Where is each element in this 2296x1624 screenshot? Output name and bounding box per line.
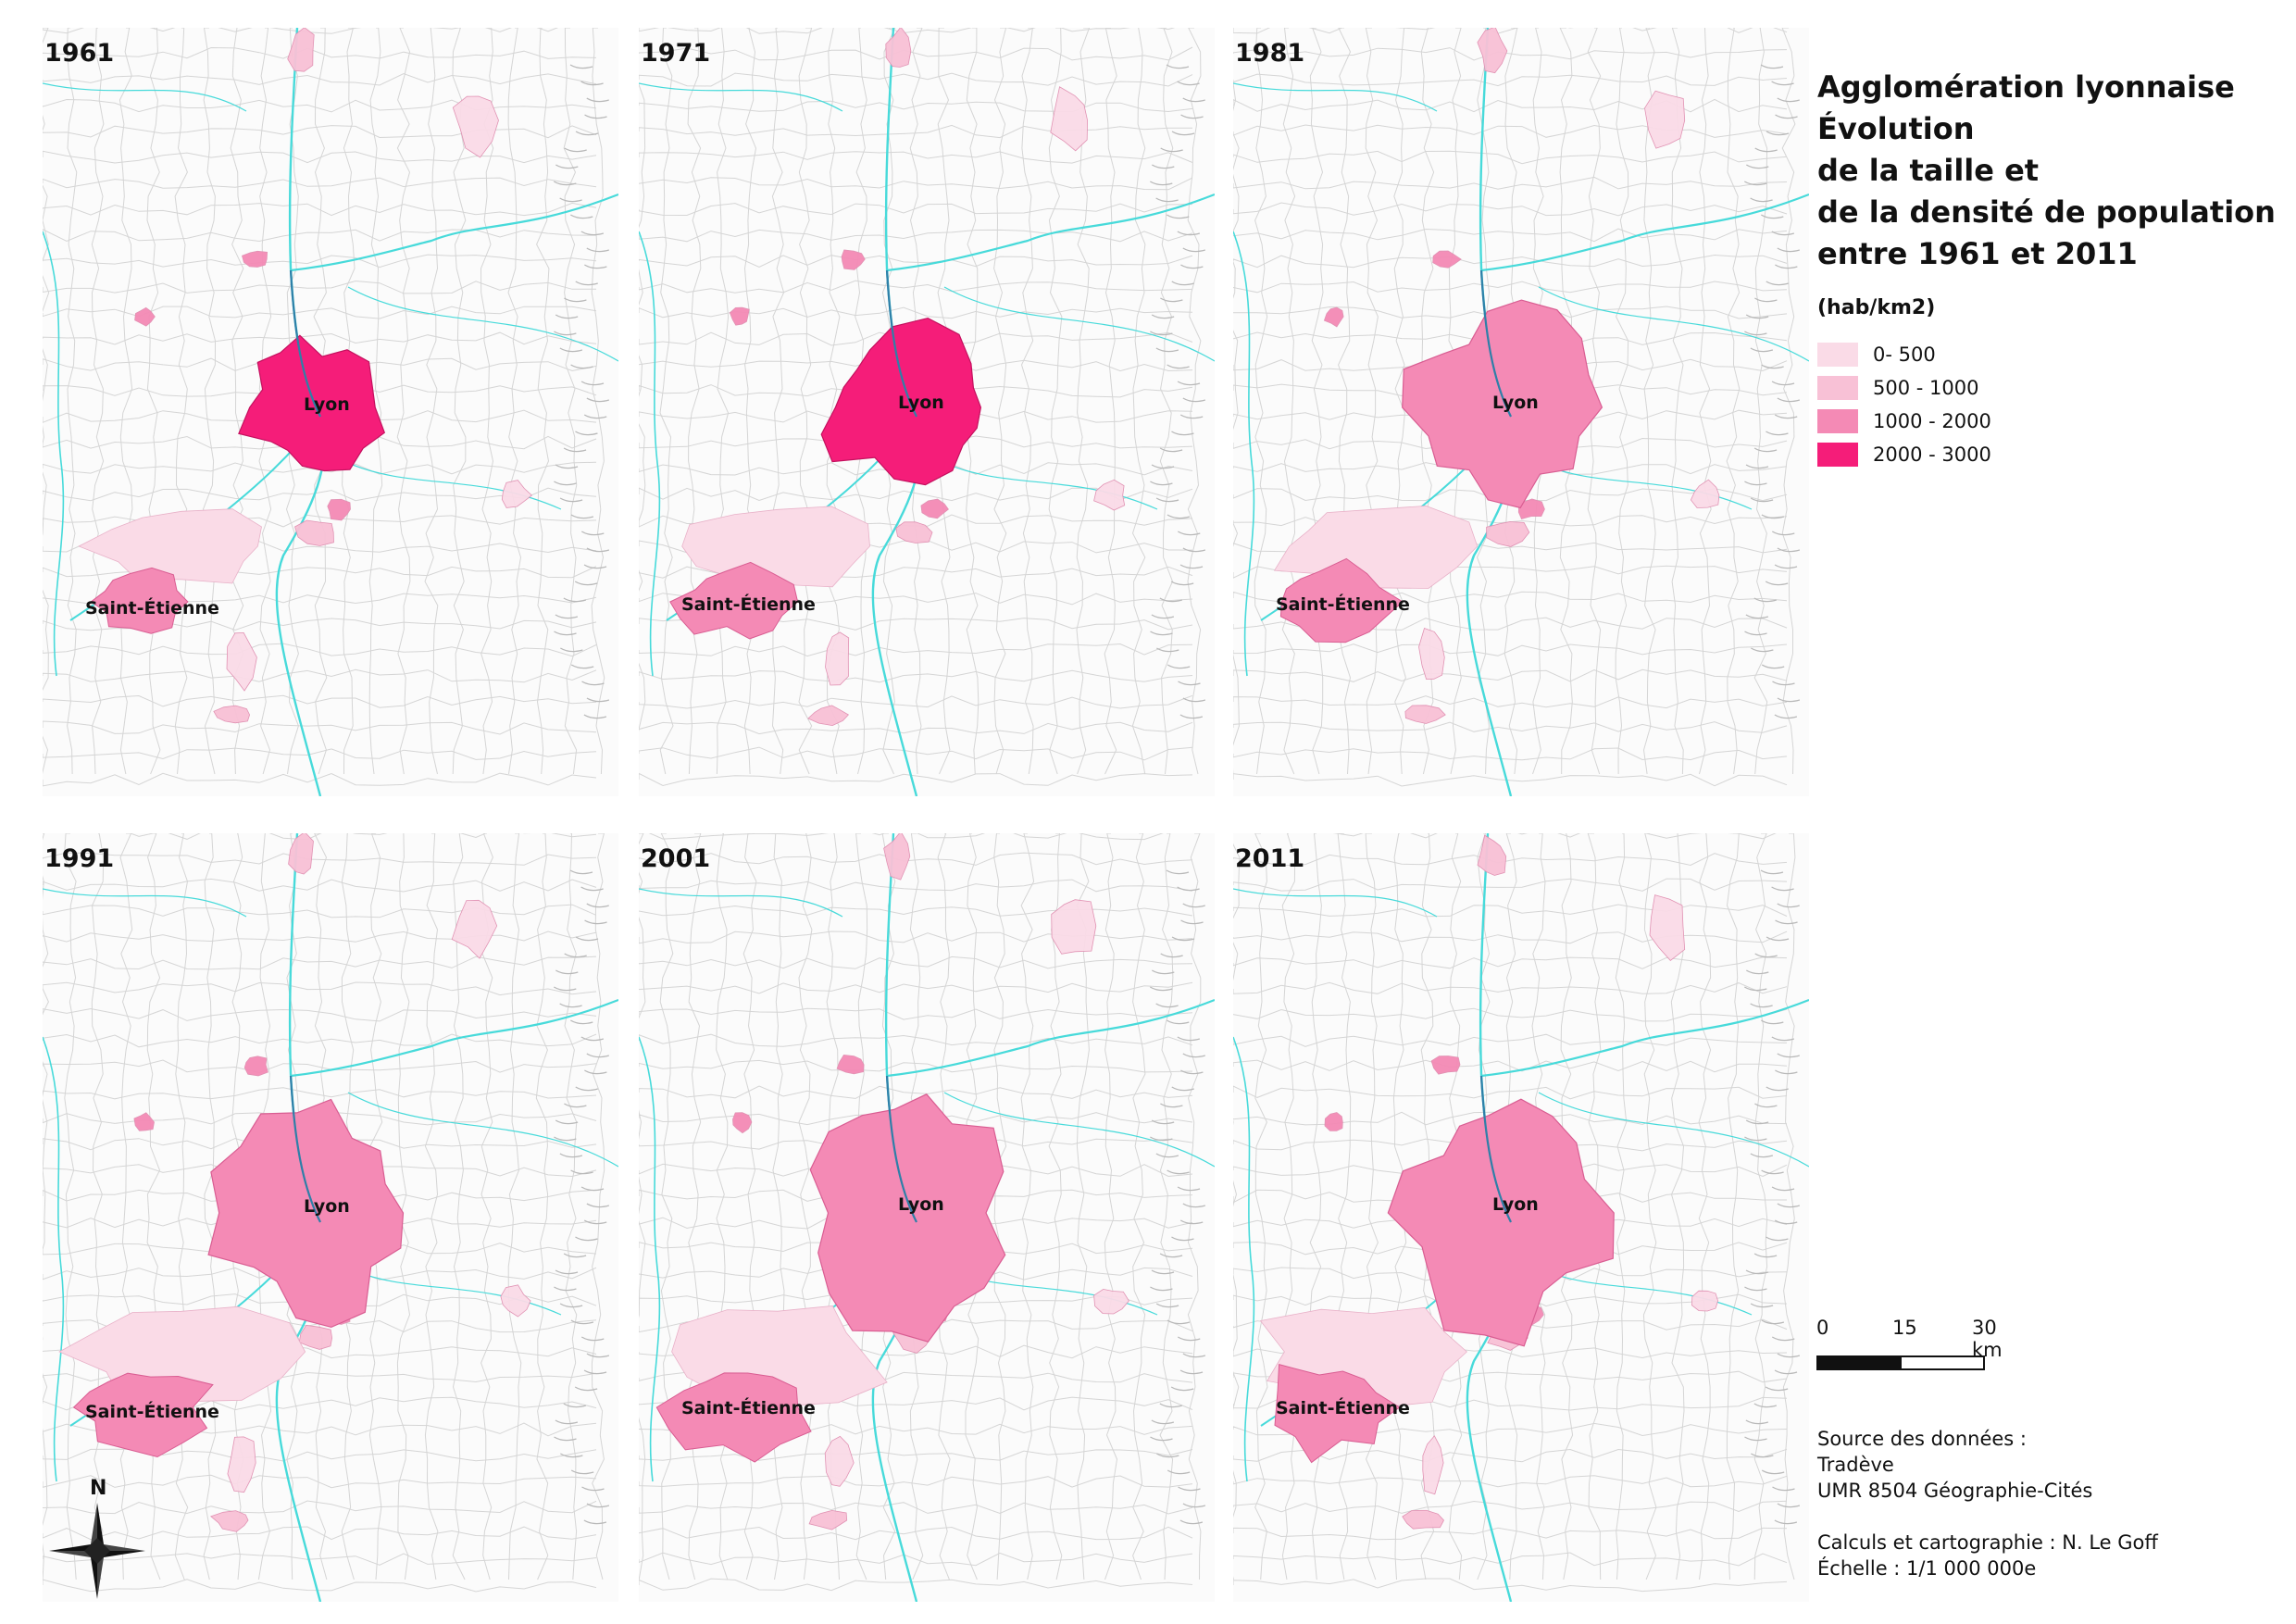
scale-bar-white <box>1900 1355 1985 1370</box>
map-panel-1981: 1981 Lyon Saint-Étienne <box>1233 28 1809 796</box>
legend-swatch <box>1817 409 1858 433</box>
legend-label: 500 - 1000 <box>1873 377 1979 399</box>
map-1971 <box>639 28 1215 796</box>
lyon-label: Lyon <box>304 394 350 415</box>
source-line: Tradève <box>1817 1454 1894 1476</box>
title-line: Agglomération lyonnaise <box>1817 69 2235 105</box>
saint-etienne-area <box>90 567 189 634</box>
lyon-area <box>820 317 982 486</box>
map-panel-2001: 2001 Lyon Saint-Étienne <box>639 833 1215 1602</box>
title-line: entre 1961 et 2011 <box>1817 236 2138 271</box>
map-panel-1991: 1991 Lyon Saint-Étienne <box>43 833 618 1602</box>
saint-etienne-area <box>72 1372 214 1458</box>
saint-etienne-halo <box>681 506 870 588</box>
legend-item: 500 - 1000 <box>1817 376 1978 400</box>
saint-etienne-area <box>669 561 799 640</box>
relief <box>1149 869 1206 1525</box>
saint-etienne-label: Saint-Étienne <box>681 594 816 615</box>
map-1991 <box>43 833 618 1602</box>
source-line: Échelle : 1/1 000 000e <box>1817 1557 2037 1580</box>
lyon-area <box>207 1098 405 1329</box>
source-line: Calculs et cartographie : N. Le Goff <box>1817 1531 2158 1554</box>
relief <box>553 64 610 719</box>
map-1961 <box>43 28 618 796</box>
source-heading: Source des données : <box>1817 1428 2027 1450</box>
north-label: N <box>90 1477 107 1500</box>
year-label: 1981 <box>1235 39 1305 68</box>
map-1981 <box>1233 28 1809 796</box>
map-panel-1961: 1961 Lyon Saint-Étienne <box>43 28 618 796</box>
relief <box>1743 869 1801 1525</box>
lyon-label: Lyon <box>1492 393 1539 413</box>
legend-label: 0- 500 <box>1873 344 1936 366</box>
map-title: Agglomération lyonnaise Évolution de la … <box>1817 67 2280 275</box>
saint-etienne-label: Saint-Étienne <box>1276 594 1410 615</box>
legend-label: 2000 - 3000 <box>1873 443 1991 466</box>
relief <box>1743 64 1801 719</box>
lyon-area <box>238 334 386 472</box>
year-label: 1971 <box>641 39 711 68</box>
legend-unit: (hab/km2) <box>1817 296 1936 319</box>
title-line: de la densité de population <box>1817 194 2276 230</box>
scale-bar-black <box>1816 1355 1902 1370</box>
boundaries <box>1233 833 1796 1593</box>
saint-etienne-area <box>1274 1364 1401 1464</box>
lyon-label: Lyon <box>898 1194 944 1215</box>
relief <box>1149 64 1206 719</box>
saint-etienne-halo <box>78 508 262 584</box>
year-label: 1991 <box>44 844 115 873</box>
lyon-area <box>809 1093 1006 1343</box>
saint-etienne-area <box>655 1372 812 1463</box>
year-label: 2001 <box>641 844 711 873</box>
relief <box>553 869 610 1525</box>
year-label: 2011 <box>1235 844 1305 873</box>
map-panel-1971: 1971 Lyon Saint-Étienne <box>639 28 1215 796</box>
north-arrow: N <box>46 1477 148 1606</box>
compass-rose-icon <box>49 1503 145 1599</box>
saint-etienne-label: Saint-Étienne <box>85 598 219 618</box>
lyon-label: Lyon <box>304 1196 350 1217</box>
source-line <box>1817 1504 2158 1530</box>
legend-item: 0- 500 <box>1817 343 1936 367</box>
scale-label-0: 0 <box>1816 1317 1829 1339</box>
lyon-label: Lyon <box>898 393 944 413</box>
scale-bar: 0 15 30 km <box>1816 1317 2029 1372</box>
title-line: Évolution <box>1817 111 1975 146</box>
lyon-label: Lyon <box>1492 1194 1539 1215</box>
map-2001 <box>639 833 1215 1602</box>
legend-swatch <box>1817 343 1858 367</box>
legend-swatch <box>1817 376 1858 400</box>
legend-swatch <box>1817 443 1858 467</box>
scale-label-30: 30 km <box>1972 1317 2003 1361</box>
title-line: de la taille et <box>1817 153 2040 188</box>
map-2011 <box>1233 833 1809 1602</box>
saint-etienne-label: Saint-Étienne <box>681 1398 816 1418</box>
legend-item: 1000 - 2000 <box>1817 409 1991 433</box>
communes <box>1323 28 1720 724</box>
communes <box>729 28 1126 727</box>
legend-item: 2000 - 3000 <box>1817 443 1991 467</box>
saint-etienne-label: Saint-Étienne <box>85 1402 219 1422</box>
legend-label: 1000 - 2000 <box>1873 410 1991 432</box>
scale-label-15: 15 <box>1892 1317 1917 1339</box>
lyon-area <box>1402 299 1603 509</box>
saint-etienne-halo <box>1273 505 1479 589</box>
source-block: Source des données : Tradève UMR 8504 Géog… <box>1817 1426 2158 1581</box>
source-line: UMR 8504 Géographie-Cités <box>1817 1480 2093 1502</box>
year-label: 1961 <box>44 39 115 68</box>
communes <box>134 28 533 724</box>
lyon-area <box>1387 1098 1615 1347</box>
map-panel-2011: 2011 Lyon Saint-Étienne <box>1233 833 1809 1602</box>
saint-etienne-area <box>1279 557 1404 643</box>
saint-etienne-label: Saint-Étienne <box>1276 1398 1410 1418</box>
